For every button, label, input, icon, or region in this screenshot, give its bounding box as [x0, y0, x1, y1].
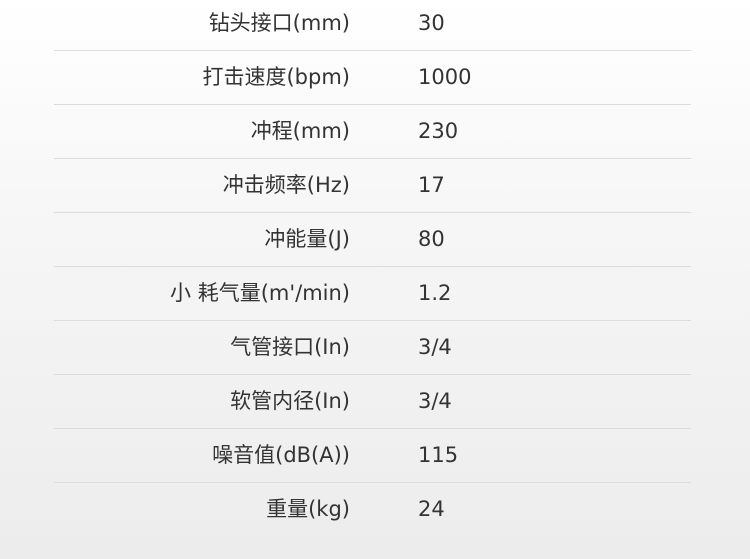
- spec-value: 3/4: [418, 389, 452, 413]
- spec-row: 钻头接口(mm) 30: [54, 0, 691, 51]
- spec-value: 24: [418, 497, 445, 521]
- spec-label: 小 耗气量(m'/min): [170, 281, 350, 305]
- spec-value: 30: [418, 11, 445, 35]
- spec-row: 重量(kg) 24: [54, 483, 691, 536]
- spec-value: 80: [418, 227, 445, 251]
- spec-row: 小 耗气量(m'/min) 1.2: [54, 267, 691, 321]
- spec-row: 打击速度(bpm) 1000: [54, 51, 691, 105]
- spec-row: 气管接口(In) 3/4: [54, 321, 691, 375]
- spec-value: 3/4: [418, 335, 452, 359]
- spec-label: 噪音值(dB(A)): [212, 443, 350, 467]
- spec-label: 冲程(mm): [250, 119, 350, 143]
- spec-label: 打击速度(bpm): [202, 65, 350, 89]
- spec-label: 重量(kg): [266, 497, 350, 521]
- spec-row: 冲击频率(Hz) 17: [54, 159, 691, 213]
- spec-label: 钻头接口(mm): [208, 11, 350, 35]
- spec-row: 噪音值(dB(A)) 115: [54, 429, 691, 483]
- spec-label: 软管内径(In): [230, 389, 350, 413]
- spec-value: 230: [418, 119, 459, 143]
- spec-row: 冲程(mm) 230: [54, 105, 691, 159]
- spec-row: 软管内径(In) 3/4: [54, 375, 691, 429]
- spec-label: 气管接口(In): [230, 335, 350, 359]
- spec-value: 1000: [418, 65, 472, 89]
- spec-table: 钻头接口(mm) 30 打击速度(bpm) 1000 冲程(mm) 230 冲击频率(Hz)…: [54, 0, 691, 536]
- spec-label: 冲击频率(Hz): [222, 173, 350, 197]
- spec-value: 115: [418, 443, 459, 467]
- spec-value: 17: [418, 173, 445, 197]
- spec-label: 冲能量(J): [264, 227, 350, 251]
- spec-row: 冲能量(J) 80: [54, 213, 691, 267]
- spec-value: 1.2: [418, 281, 452, 305]
